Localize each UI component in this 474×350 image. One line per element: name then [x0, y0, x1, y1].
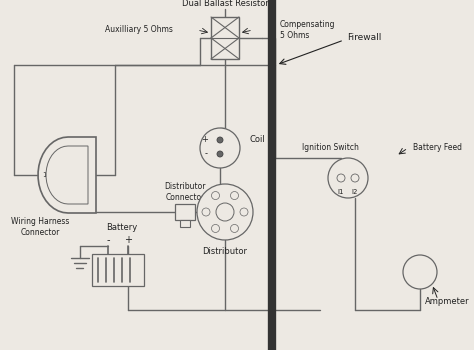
Text: Distributor: Distributor — [202, 247, 247, 257]
Circle shape — [217, 151, 223, 157]
Circle shape — [75, 170, 84, 180]
Text: 1: 1 — [42, 172, 46, 178]
Text: Coil: Coil — [250, 135, 266, 145]
Circle shape — [60, 170, 69, 180]
Text: Ampmeter: Ampmeter — [425, 298, 470, 307]
Circle shape — [351, 174, 359, 182]
Circle shape — [328, 158, 368, 198]
Bar — [180, 220, 190, 227]
Circle shape — [230, 191, 238, 200]
Text: +: + — [201, 134, 208, 144]
Text: Firewall: Firewall — [347, 34, 382, 42]
Circle shape — [211, 191, 219, 200]
Circle shape — [211, 224, 219, 232]
Circle shape — [200, 128, 240, 168]
Circle shape — [337, 174, 345, 182]
Text: +: + — [124, 235, 132, 245]
Text: 3: 3 — [77, 148, 81, 154]
Text: I2: I2 — [352, 189, 358, 195]
Circle shape — [202, 208, 210, 216]
Text: Battery: Battery — [106, 224, 137, 232]
Bar — [211, 17, 239, 59]
Circle shape — [217, 137, 223, 143]
Text: Dual Ballast Resistor: Dual Ballast Resistor — [182, 0, 268, 7]
Polygon shape — [38, 137, 96, 213]
Text: Distributor
Connector: Distributor Connector — [164, 182, 206, 202]
Circle shape — [230, 224, 238, 232]
Text: Ignition Switch: Ignition Switch — [301, 144, 358, 153]
Circle shape — [75, 156, 84, 166]
Bar — [92, 254, 144, 286]
Text: Auxilliary 5 Ohms: Auxilliary 5 Ohms — [105, 26, 173, 35]
Text: I1: I1 — [338, 189, 344, 195]
Circle shape — [216, 203, 234, 221]
Text: -: - — [205, 149, 208, 159]
Circle shape — [67, 184, 76, 194]
Text: 4: 4 — [60, 196, 64, 202]
Bar — [175, 204, 195, 220]
Circle shape — [197, 184, 253, 240]
Text: Wiring Harness
Connector: Wiring Harness Connector — [11, 217, 69, 237]
Text: 5: 5 — [77, 196, 81, 202]
Circle shape — [403, 255, 437, 289]
Circle shape — [240, 208, 248, 216]
Text: Compensating
5 Ohms: Compensating 5 Ohms — [280, 20, 336, 40]
Text: -: - — [106, 235, 110, 245]
Polygon shape — [46, 146, 88, 204]
Circle shape — [60, 156, 69, 166]
Text: 2: 2 — [60, 148, 64, 154]
Text: Battery Feed: Battery Feed — [413, 144, 462, 153]
